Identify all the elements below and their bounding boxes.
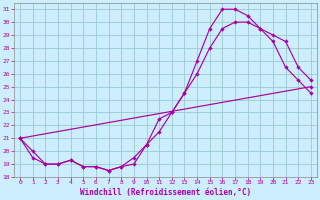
X-axis label: Windchill (Refroidissement éolien,°C): Windchill (Refroidissement éolien,°C) xyxy=(80,188,251,197)
